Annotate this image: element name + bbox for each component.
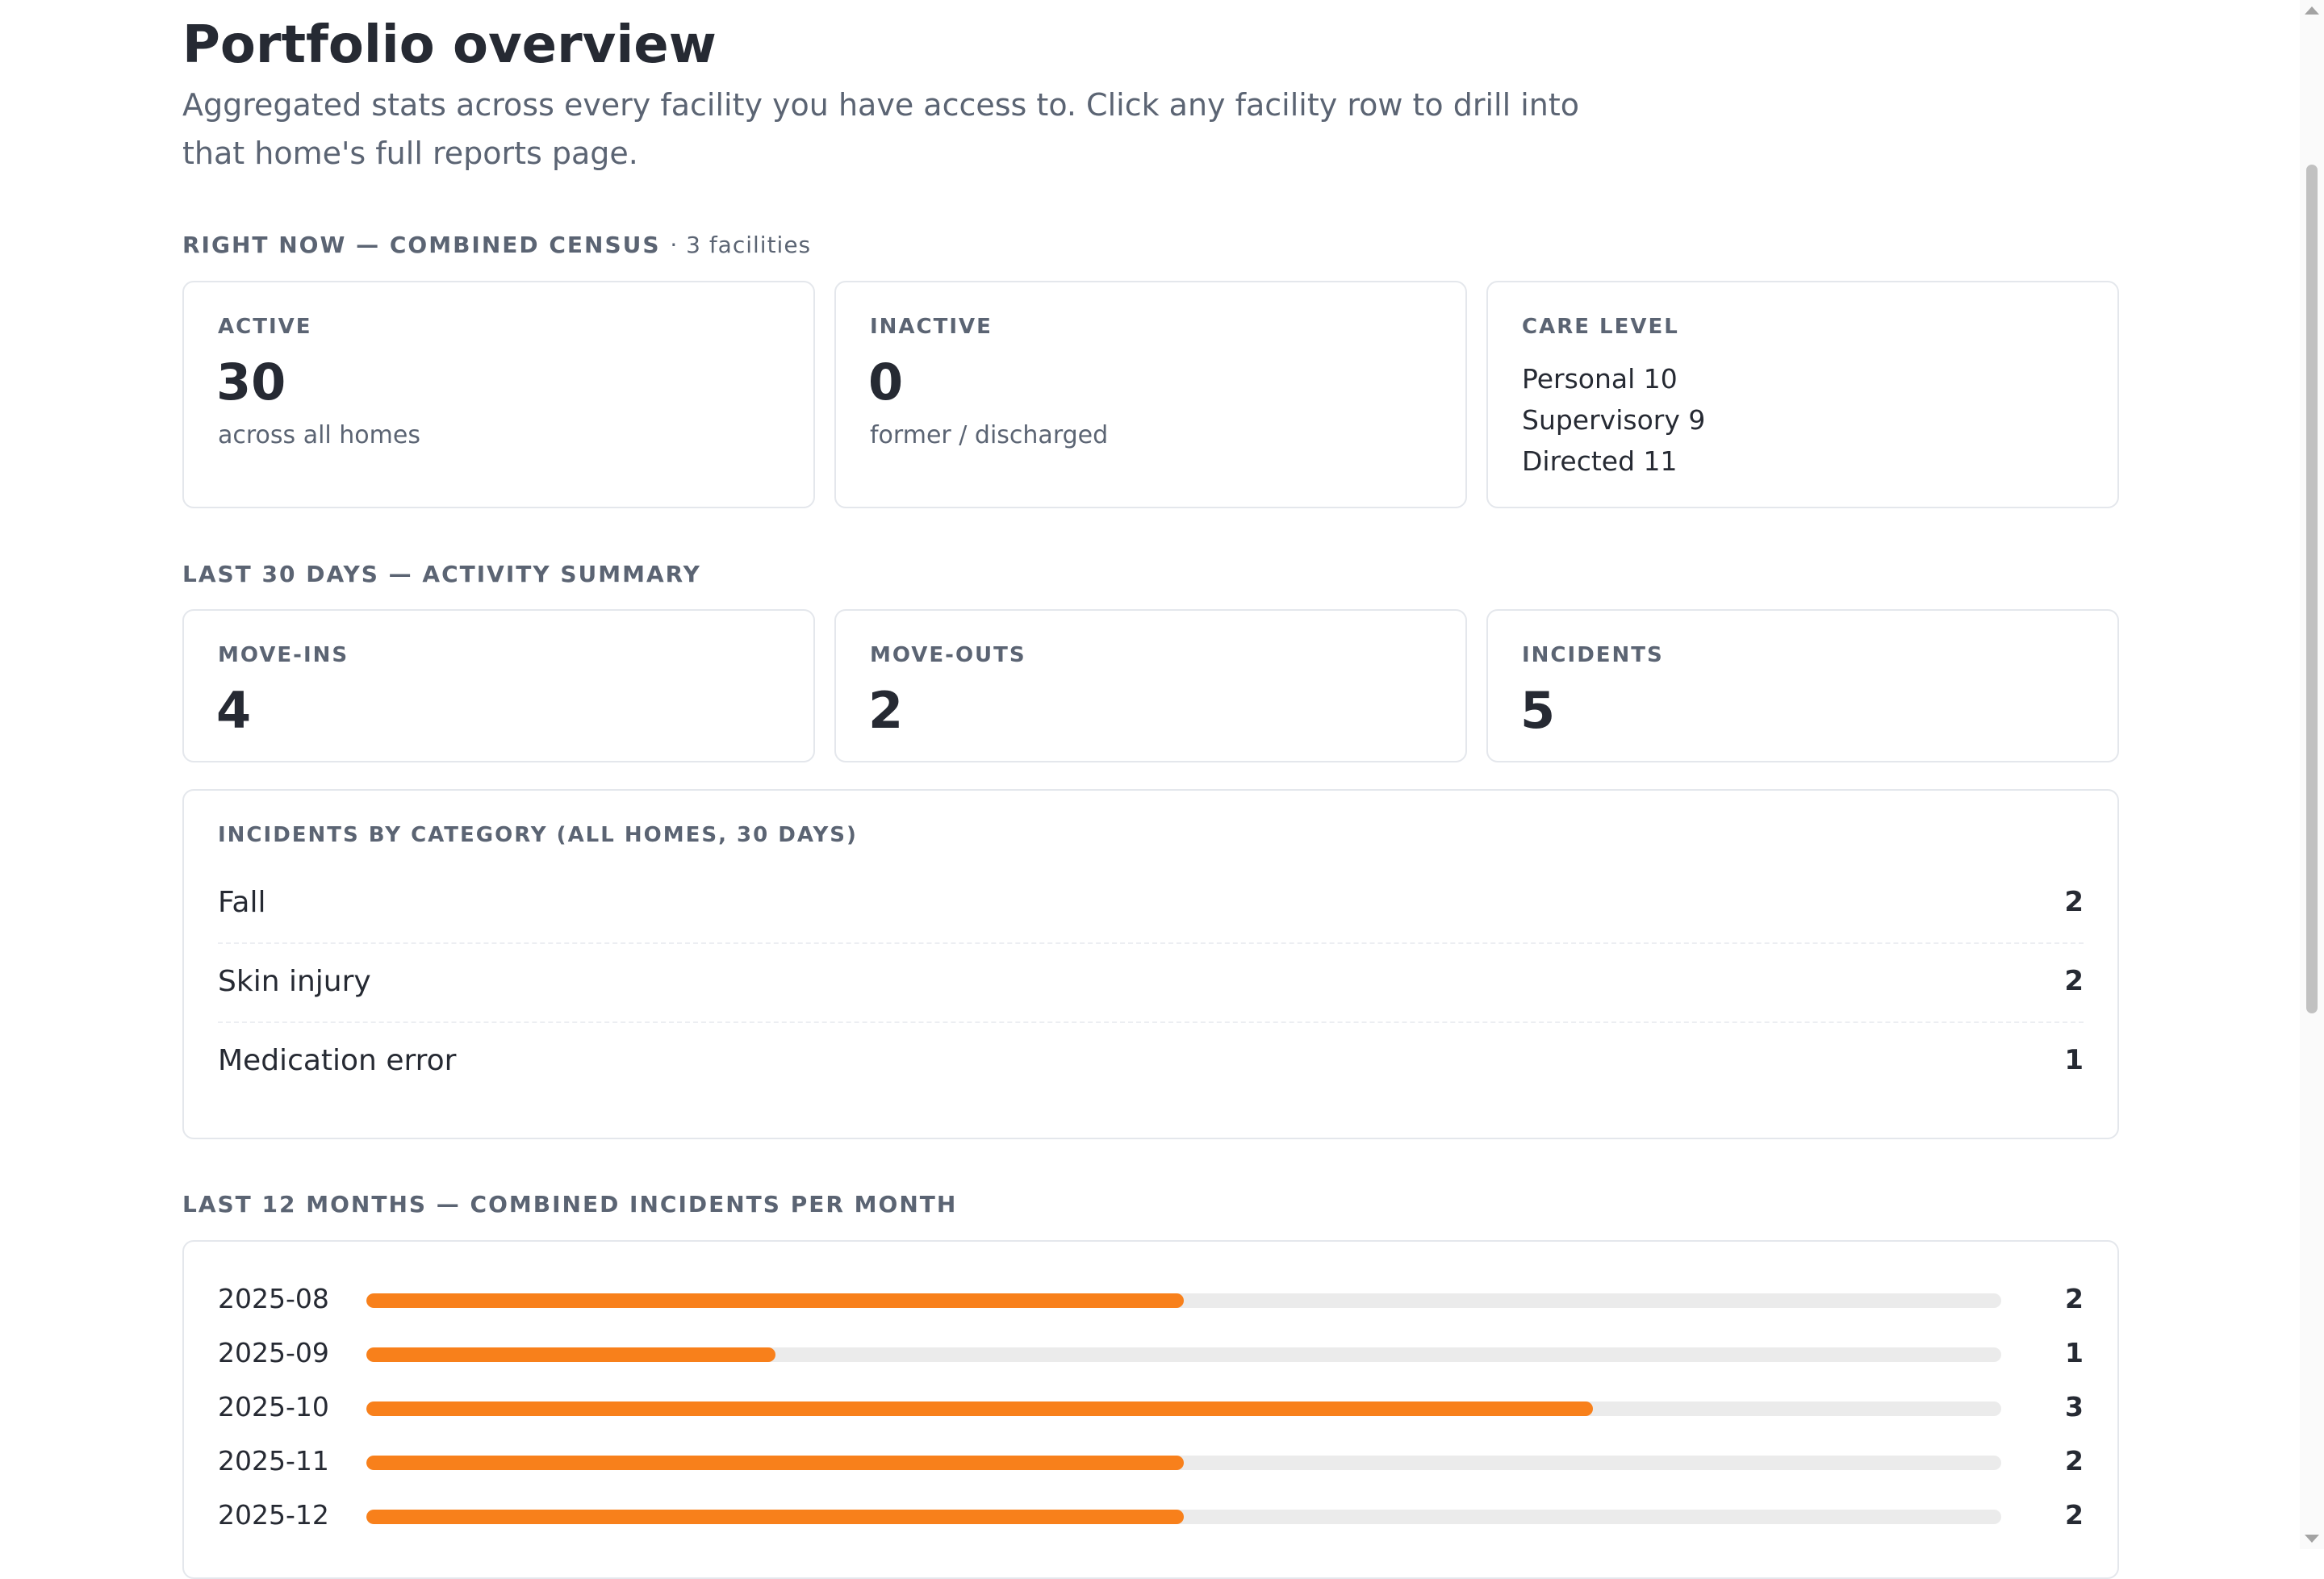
month-label: 2025-11 (218, 1445, 329, 1477)
category-count: 2 (2064, 965, 2084, 997)
scroll-down-arrow-icon[interactable] (2305, 1535, 2319, 1543)
activity-section-label: LAST 30 DAYS — ACTIVITY SUMMARY (182, 561, 701, 587)
incidents-by-category-label: INCIDENTS BY CATEGORY (ALL HOMES, 30 DAY… (218, 823, 858, 847)
census-section-title: RIGHT NOW — COMBINED CENSUS (182, 232, 661, 258)
month-row: 2025-10 3 (218, 1386, 2084, 1427)
month-bar-fill (366, 1293, 1184, 1308)
active-label: ACTIVE (218, 315, 312, 339)
move-ins-value: 4 (216, 681, 252, 740)
category-name: Fall (218, 886, 266, 919)
month-count: 1 (2065, 1337, 2084, 1368)
month-row: 2025-12 2 (218, 1494, 2084, 1535)
census-section-label: RIGHT NOW — COMBINED CENSUS · 3 faciliti… (182, 231, 811, 260)
month-bar-track (366, 1293, 2001, 1308)
care-level-label: CARE LEVEL (1522, 315, 1679, 339)
month-count: 3 (2065, 1391, 2084, 1422)
active-value: 30 (216, 353, 286, 411)
incidents-by-category-card: INCIDENTS BY CATEGORY (ALL HOMES, 30 DAY… (182, 789, 2119, 1139)
care-level-list: Personal 10 Supervisory 9 Directed 11 (1522, 358, 1705, 482)
month-bar-fill (366, 1456, 1184, 1470)
care-level-personal: Personal 10 (1522, 363, 1678, 395)
month-label: 2025-09 (218, 1337, 329, 1368)
incidents-card: INCIDENTS 5 (1486, 609, 2119, 762)
inactive-note: former / discharged (870, 421, 1109, 449)
inactive-card: INACTIVE 0 former / discharged (834, 281, 1467, 508)
active-note: across all homes (218, 421, 420, 449)
category-row: Skin injury 2 (218, 944, 2084, 1023)
month-bar-track (366, 1401, 2001, 1416)
category-count: 2 (2064, 886, 2084, 918)
month-bar-track (366, 1456, 2001, 1470)
vertical-scrollbar[interactable] (2300, 0, 2324, 1549)
incidents-label: INCIDENTS (1522, 643, 1664, 667)
monthly-section-label: LAST 12 MONTHS — COMBINED INCIDENTS PER … (182, 1191, 958, 1218)
month-row: 2025-11 2 (218, 1440, 2084, 1481)
move-ins-label: MOVE-INS (218, 643, 349, 667)
month-count: 2 (2065, 1283, 2084, 1314)
month-label: 2025-08 (218, 1283, 329, 1314)
month-row: 2025-09 1 (218, 1332, 2084, 1372)
care-level-supervisory: Supervisory 9 (1522, 404, 1706, 436)
month-row: 2025-08 2 (218, 1278, 2084, 1318)
category-row: Medication error 1 (218, 1023, 2084, 1102)
month-bar-fill (366, 1510, 1184, 1524)
monthly-incidents-card: 2025-08 2 2025-09 1 2025-10 3 2025-11 2 2025-12 2 (182, 1240, 2119, 1579)
month-bar-fill (366, 1401, 1593, 1416)
page-subtitle: Aggregated stats across every facility y… (182, 87, 1580, 171)
category-name: Skin injury (218, 965, 371, 998)
page-title: Portfolio overview (182, 15, 717, 75)
inactive-value: 0 (868, 353, 904, 411)
incidents-value: 5 (1520, 681, 1556, 740)
scroll-up-arrow-icon[interactable] (2305, 6, 2319, 15)
month-bar-track (366, 1510, 2001, 1524)
care-level-card: CARE LEVEL Personal 10 Supervisory 9 Dir… (1486, 281, 2119, 508)
move-outs-card: MOVE-OUTS 2 (834, 609, 1467, 762)
facilities-count: · 3 facilities (670, 232, 812, 258)
move-outs-label: MOVE-OUTS (870, 643, 1026, 667)
month-bar-track (366, 1347, 2001, 1362)
month-label: 2025-10 (218, 1391, 329, 1422)
month-count: 2 (2065, 1499, 2084, 1531)
category-name: Medication error (218, 1044, 457, 1077)
month-label: 2025-12 (218, 1499, 329, 1531)
scroll-thumb[interactable] (2306, 165, 2318, 1013)
category-count: 1 (2064, 1044, 2084, 1076)
active-card: ACTIVE 30 across all homes (182, 281, 815, 508)
move-ins-card: MOVE-INS 4 (182, 609, 815, 762)
category-row: Fall 2 (218, 865, 2084, 944)
move-outs-value: 2 (868, 681, 904, 740)
care-level-directed: Directed 11 (1522, 445, 1678, 477)
inactive-label: INACTIVE (870, 315, 993, 339)
month-bar-fill (366, 1347, 775, 1362)
month-count: 2 (2065, 1445, 2084, 1477)
